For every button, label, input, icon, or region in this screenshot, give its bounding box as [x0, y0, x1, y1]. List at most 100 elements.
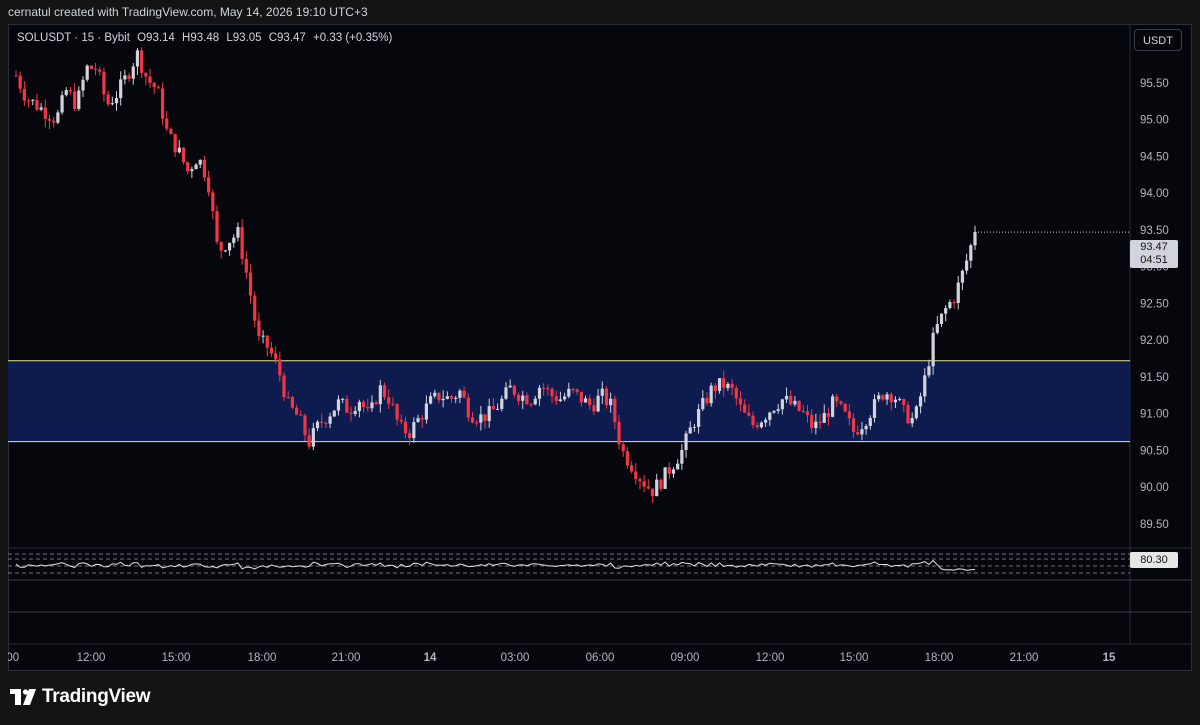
- candle-body: [257, 320, 261, 336]
- candle-body: [935, 324, 939, 333]
- credit-text: cernatul created with TradingView.com, M…: [8, 5, 368, 19]
- candle-body: [960, 270, 965, 283]
- candle-body: [722, 378, 726, 389]
- candle-body: [630, 465, 634, 472]
- chart-frame[interactable]: [8, 24, 1192, 671]
- y-tick-label: 91.00: [1140, 409, 1169, 421]
- y-tick-label: 92.50: [1140, 298, 1169, 310]
- candle-body: [889, 394, 893, 403]
- candle-body: [152, 82, 156, 88]
- y-tick-label: 93.50: [1140, 225, 1169, 237]
- candle-body: [650, 488, 655, 497]
- candle-body: [286, 397, 290, 399]
- candle-body: [588, 398, 592, 406]
- candle-body: [751, 415, 755, 426]
- candle-body: [357, 401, 361, 411]
- candle-body: [52, 120, 56, 123]
- candle-body: [68, 90, 73, 92]
- candle-body: [567, 388, 571, 397]
- candle-body: [965, 260, 969, 271]
- candle-body: [491, 406, 496, 410]
- candle-body: [525, 395, 529, 405]
- candle-body: [353, 410, 357, 414]
- candle-body: [537, 387, 542, 399]
- candle-body: [294, 407, 299, 415]
- symbol-name[interactable]: SOLUSDT · 15 · Bybit: [17, 32, 130, 44]
- candle-body: [759, 422, 764, 428]
- candle-body: [144, 72, 148, 77]
- candle-body: [186, 162, 190, 172]
- candle-body: [85, 65, 89, 80]
- y-tick-label: 92.00: [1140, 335, 1169, 347]
- y-tick-label: 95.50: [1140, 78, 1169, 90]
- candle-body: [638, 478, 642, 482]
- candle-body: [609, 398, 613, 406]
- low-value: L93.05: [226, 32, 262, 44]
- candle-body: [282, 375, 286, 398]
- tradingview-logo-text: TradingView: [42, 686, 151, 707]
- candle-body: [835, 396, 839, 402]
- candle-body: [495, 408, 500, 410]
- candle-body: [956, 282, 960, 303]
- candle-body: [211, 192, 215, 212]
- candle-body: [395, 404, 399, 420]
- candle-body: [349, 412, 353, 414]
- candle-body: [366, 407, 370, 409]
- candle-body: [165, 118, 169, 129]
- candle-body: [156, 87, 160, 89]
- candle-body: [768, 412, 772, 420]
- candle-body: [31, 99, 35, 101]
- candle-body: [772, 410, 776, 413]
- candle-body: [793, 400, 797, 405]
- candle-body: [140, 50, 144, 73]
- candle-body: [236, 227, 240, 238]
- y-tick-label: 94.50: [1140, 151, 1169, 163]
- candle-body: [512, 385, 516, 395]
- x-tick-label: 15:00: [162, 652, 191, 664]
- x-tick-label: 18:00: [248, 652, 277, 664]
- candle-body: [663, 467, 667, 489]
- candle-body: [550, 389, 554, 397]
- currency-button[interactable]: USDT: [1134, 29, 1182, 51]
- candle-body: [81, 79, 85, 91]
- candle-body: [181, 147, 186, 163]
- candle-body: [22, 88, 26, 101]
- candle-body: [77, 90, 81, 109]
- candle-body: [851, 418, 856, 432]
- candle-body: [864, 425, 868, 430]
- candle-body: [194, 164, 198, 170]
- candle-body: [311, 428, 315, 447]
- candle-body: [826, 413, 831, 417]
- indicator-line: [15, 559, 976, 571]
- candle-body: [387, 397, 391, 404]
- candle-body: [839, 401, 843, 404]
- candle-body: [671, 469, 676, 474]
- candle-body: [810, 414, 814, 429]
- candle-body: [64, 90, 68, 96]
- candle-body: [93, 68, 98, 70]
- candle-body: [805, 411, 810, 415]
- candle-body: [26, 100, 31, 102]
- candle-body: [604, 388, 609, 406]
- price-chart[interactable]: 89.5090.0090.5091.0091.5092.0092.5093.00…: [8, 24, 1192, 671]
- candle-body: [14, 75, 18, 77]
- candle-body: [39, 107, 43, 110]
- candle-body: [717, 378, 722, 391]
- candle-body: [43, 107, 47, 119]
- candle-body: [123, 75, 127, 80]
- tradingview-logo-icon: [10, 689, 36, 705]
- candle-body: [646, 486, 650, 489]
- candle-body: [73, 91, 77, 109]
- candle-body: [546, 387, 550, 390]
- candle-body: [462, 390, 466, 398]
- x-tick-label: 18:00: [925, 652, 954, 664]
- candle-body: [898, 399, 902, 401]
- candle-body: [227, 242, 232, 251]
- candle-body: [274, 353, 278, 360]
- last-price-value: 93.47: [1140, 241, 1168, 253]
- tradingview-logo[interactable]: TradingView: [10, 686, 151, 708]
- candle-body: [240, 227, 244, 259]
- candle-body: [328, 416, 332, 424]
- candle-body: [500, 398, 504, 409]
- candle-body: [487, 406, 491, 422]
